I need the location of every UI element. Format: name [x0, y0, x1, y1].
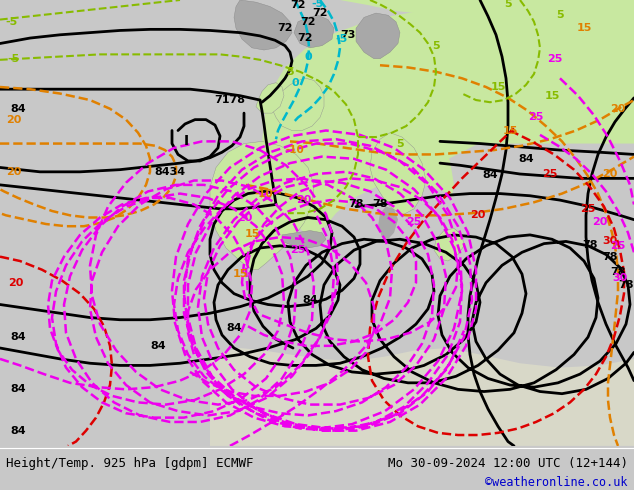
Text: 72: 72	[277, 24, 293, 33]
Polygon shape	[378, 207, 398, 239]
Text: -5: -5	[8, 54, 20, 64]
Text: 20: 20	[237, 213, 253, 222]
Text: 84: 84	[482, 170, 498, 180]
Polygon shape	[316, 35, 326, 44]
Text: 84: 84	[10, 332, 26, 342]
Text: 0: 0	[291, 77, 299, 88]
Text: I: I	[183, 134, 188, 148]
Polygon shape	[434, 228, 464, 261]
Text: 15: 15	[545, 91, 560, 101]
Text: 7178: 7178	[214, 95, 245, 105]
Text: 78: 78	[348, 199, 364, 209]
Polygon shape	[282, 231, 326, 248]
Text: 25: 25	[580, 204, 596, 214]
Text: 25: 25	[528, 113, 544, 122]
Text: 15: 15	[244, 229, 260, 239]
Text: 15: 15	[232, 269, 248, 279]
Text: 25: 25	[290, 245, 306, 255]
Text: -5: -5	[312, 0, 324, 9]
Text: 5: 5	[396, 139, 404, 148]
Text: 20: 20	[611, 104, 626, 114]
Text: 15: 15	[490, 82, 506, 92]
Text: 5: 5	[556, 10, 564, 20]
Polygon shape	[380, 176, 422, 200]
Text: 84: 84	[10, 104, 26, 114]
Text: 25: 25	[406, 217, 422, 227]
Text: Mo 30-09-2024 12:00 UTC (12+144): Mo 30-09-2024 12:00 UTC (12+144)	[387, 457, 628, 469]
Polygon shape	[310, 0, 634, 176]
Text: ©weatheronline.co.uk: ©weatheronline.co.uk	[485, 476, 628, 489]
Polygon shape	[256, 83, 284, 113]
Text: 20: 20	[592, 217, 607, 227]
Text: 73: 73	[340, 30, 356, 40]
Polygon shape	[210, 348, 634, 446]
Text: 78: 78	[618, 280, 634, 290]
Text: 84: 84	[226, 323, 242, 333]
Text: 78: 78	[602, 252, 618, 262]
Text: 20: 20	[6, 115, 22, 124]
Text: 72: 72	[313, 8, 328, 18]
Polygon shape	[356, 13, 400, 59]
Text: 78: 78	[372, 199, 388, 209]
Text: 15: 15	[502, 125, 518, 136]
Text: 20: 20	[602, 169, 618, 179]
Polygon shape	[370, 133, 426, 215]
Text: 78: 78	[611, 267, 626, 277]
Text: 15: 15	[576, 24, 592, 33]
Text: 25: 25	[542, 169, 558, 179]
Text: 8434: 8434	[155, 167, 186, 177]
Text: 5: 5	[504, 0, 512, 9]
Text: 84: 84	[10, 384, 26, 394]
Text: 5: 5	[286, 67, 294, 77]
Polygon shape	[234, 0, 292, 50]
Text: -10: -10	[255, 189, 273, 198]
Text: 72: 72	[297, 33, 313, 43]
Text: 20: 20	[6, 167, 22, 177]
Text: 0: 0	[304, 51, 312, 62]
Text: -5: -5	[336, 34, 348, 44]
Polygon shape	[210, 142, 314, 270]
Text: 25: 25	[611, 241, 626, 251]
Text: 84: 84	[518, 154, 534, 164]
Polygon shape	[262, 0, 634, 263]
Text: Height/Temp. 925 hPa [gdpm] ECMWF: Height/Temp. 925 hPa [gdpm] ECMWF	[6, 457, 254, 469]
Text: 84: 84	[10, 426, 26, 436]
Text: 30: 30	[602, 237, 618, 246]
Text: 20: 20	[8, 278, 23, 288]
Polygon shape	[286, 183, 468, 285]
Text: 84: 84	[302, 295, 318, 305]
Polygon shape	[294, 15, 334, 48]
Text: 25: 25	[547, 54, 563, 64]
Text: 20: 20	[296, 195, 312, 205]
Text: 72: 72	[290, 0, 306, 10]
Text: -5: -5	[6, 17, 18, 27]
Text: 20: 20	[470, 210, 486, 221]
Text: 84: 84	[150, 341, 166, 351]
Text: 72: 72	[301, 17, 316, 27]
Polygon shape	[272, 78, 324, 130]
Text: -10: -10	[286, 145, 304, 155]
Text: 78: 78	[582, 240, 598, 250]
Text: 5: 5	[432, 41, 440, 50]
Text: 30: 30	[612, 273, 628, 283]
